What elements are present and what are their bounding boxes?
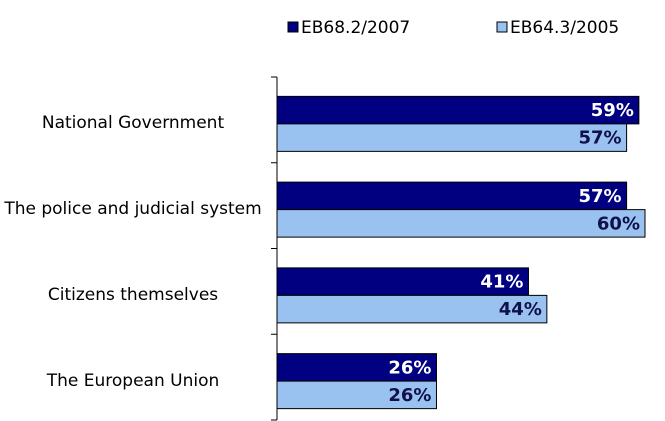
legend-label: EB64.3/2005 [510,18,619,38]
category-label: The police and judicial system [0,196,266,223]
bar [276,294,548,324]
value-label: 26% [388,357,431,378]
category-label: Citizens themselves [0,282,266,309]
category-text: National Government [41,113,225,134]
bar [276,353,437,382]
bar [276,123,628,152]
category-text: The European Union [46,370,220,391]
bar [276,209,646,238]
category-label: National Government [0,110,266,137]
category-text: Citizens themselves [47,284,219,305]
value-label: 57% [579,128,622,149]
legend-label: EB68.2/2007 [301,18,410,38]
bar [276,380,437,410]
value-label: 57% [579,186,622,207]
value-label: 26% [388,385,431,406]
bar [276,181,628,211]
category-text: The police and judicial system [4,199,262,220]
category-label: The European Union [0,368,266,395]
value-label: 59% [591,100,634,121]
bar [276,95,640,125]
value-label: 41% [480,272,523,293]
legend-swatch [496,21,508,33]
value-label: 60% [597,213,640,234]
value-label: 44% [499,299,542,320]
legend-swatch [287,21,299,33]
